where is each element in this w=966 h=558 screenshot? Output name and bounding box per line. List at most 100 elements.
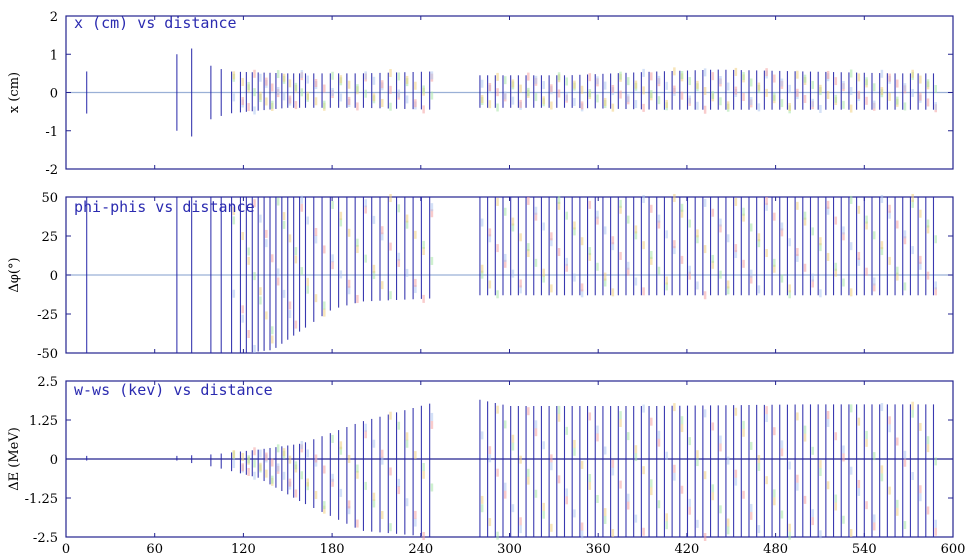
particle-speckle	[611, 236, 615, 245]
particle-speckle	[347, 454, 351, 463]
particle-speckle	[650, 479, 653, 488]
particle-speckle	[397, 89, 401, 98]
particle-speckle	[314, 235, 318, 244]
particle-speckle	[934, 457, 937, 466]
particle-speckle	[703, 409, 707, 418]
particle-speckle	[550, 232, 553, 241]
particle-speckle	[865, 430, 868, 439]
particle-speckle	[306, 478, 309, 487]
particle-speckle	[480, 264, 484, 273]
particle-speckle	[580, 530, 584, 539]
particle-speckle	[300, 440, 304, 449]
particle-speckle	[527, 476, 530, 485]
particle-speckle	[314, 454, 318, 463]
particle-speckle	[896, 437, 899, 446]
particle-speckle	[496, 72, 499, 81]
particle-speckle	[232, 207, 236, 216]
particle-speckle	[634, 80, 638, 89]
particle-speckle	[253, 106, 256, 115]
particle-speckle	[253, 272, 256, 281]
y-axis-title: ΔE (MeV)	[7, 427, 22, 491]
particle-speckle	[288, 478, 292, 487]
particle-speckle	[573, 439, 576, 448]
particle-speckle	[888, 73, 891, 82]
particle-speckle	[557, 89, 561, 98]
particle-speckle	[650, 250, 653, 259]
particle-speckle	[896, 272, 899, 281]
particle-speckle	[665, 521, 668, 530]
particle-speckle	[742, 259, 745, 268]
particle-speckle	[241, 314, 244, 323]
particle-speckle	[819, 237, 822, 246]
particle-speckle	[232, 450, 236, 459]
particle-speckle	[542, 502, 545, 511]
particle-speckle	[364, 205, 367, 214]
particle-speckle	[294, 101, 298, 110]
particle-speckle	[834, 494, 838, 503]
particle-speckle	[347, 80, 351, 89]
particle-speckle	[926, 79, 930, 88]
particle-speckle	[611, 84, 615, 93]
particle-speckle	[414, 230, 417, 239]
particle-speckle	[734, 407, 738, 416]
particle-speckle	[757, 285, 761, 294]
particle-speckle	[300, 70, 304, 79]
particle-speckle	[757, 239, 761, 248]
particle-speckle	[422, 247, 425, 256]
particle-speckle	[596, 94, 599, 103]
particle-speckle	[331, 478, 334, 487]
particle-speckle	[765, 406, 768, 415]
particle-speckle	[276, 268, 280, 277]
particle-speckle	[849, 87, 853, 96]
particle-speckle	[673, 403, 676, 412]
particle-speckle	[314, 79, 318, 88]
particle-speckle	[703, 87, 707, 96]
particle-speckle	[397, 204, 401, 213]
panel-title: phi-phis vs distance	[74, 198, 255, 216]
particle-speckle	[865, 501, 868, 510]
particle-speckle	[519, 285, 522, 294]
particle-speckle	[673, 85, 676, 94]
particle-speckle	[611, 459, 615, 468]
particle-speckle	[811, 80, 814, 89]
particle-speckle	[527, 249, 530, 258]
x-tick-label: 240	[408, 542, 433, 557]
particle-speckle	[276, 86, 280, 95]
particle-speckle	[527, 407, 530, 416]
particle-speckle	[642, 287, 645, 296]
particle-speckle	[803, 495, 807, 504]
particle-speckle	[339, 218, 343, 227]
particle-speckle	[773, 212, 776, 221]
particle-speckle	[339, 488, 343, 497]
particle-speckle	[503, 76, 507, 85]
particle-speckle	[550, 84, 553, 93]
y-tick-label: 25	[41, 230, 58, 245]
particle-speckle	[857, 205, 861, 214]
particle-speckle	[673, 240, 676, 249]
particle-speckle	[430, 420, 434, 429]
particle-speckle	[588, 89, 592, 98]
particle-speckle	[339, 211, 343, 220]
particle-speckle	[397, 258, 401, 267]
particle-speckle	[665, 282, 668, 291]
particle-speckle	[657, 214, 661, 223]
particle-speckle	[680, 485, 684, 494]
particle-speckle	[634, 225, 638, 234]
particle-speckle	[503, 253, 507, 262]
particle-speckle	[323, 100, 326, 109]
particle-speckle	[634, 100, 638, 109]
particle-speckle	[596, 433, 599, 442]
particle-speckle	[903, 450, 907, 459]
particle-speckle	[903, 282, 907, 291]
particle-speckle	[588, 73, 592, 82]
particle-speckle	[265, 77, 268, 86]
particle-speckle	[619, 205, 622, 214]
particle-speckle	[811, 227, 814, 236]
particle-speckle	[880, 87, 884, 96]
particle-speckle	[857, 479, 861, 488]
particle-speckle	[265, 469, 268, 478]
particle-speckle	[888, 210, 891, 219]
chart-panel-1: 2 1 0 -1 -2 x (cm) x (cm) vs distance	[7, 10, 954, 178]
particle-speckle	[696, 281, 699, 290]
particle-speckle	[688, 95, 691, 104]
